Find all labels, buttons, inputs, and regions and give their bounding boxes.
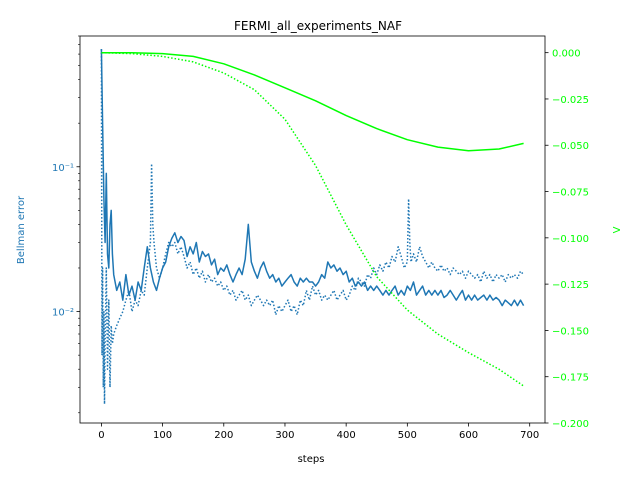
right-y-tick-label: −0.200: [552, 419, 589, 430]
x-tick-label: 700: [520, 430, 539, 441]
right-y-tick-label: −0.175: [552, 373, 589, 384]
left-y-tick-label: 10⁻²: [52, 308, 74, 319]
right-y-tick-label: 0.000: [552, 49, 581, 60]
series-line-3: [101, 51, 524, 152]
x-tick-label: 400: [337, 430, 356, 441]
right-y-tick-label: −0.100: [552, 234, 589, 245]
series-layer: [100, 49, 525, 405]
right-y-tick-label: −0.075: [552, 188, 589, 199]
chart-title: FERMI_all_experiments_NAF: [234, 19, 402, 33]
series-line-1: [100, 49, 525, 307]
x-tick-label: 200: [214, 430, 233, 441]
x-tick-label: 300: [275, 430, 294, 441]
right-y-tick-label: −0.125: [552, 280, 589, 291]
series-line-2: [100, 49, 525, 405]
left-y-tick-label: 10⁻¹: [52, 163, 74, 174]
x-tick-label: 500: [398, 430, 417, 441]
right-y-tick-label: −0.150: [552, 326, 589, 337]
right-y-tick-label: −0.025: [552, 95, 589, 106]
right-y-tick-label: −0.050: [552, 141, 589, 152]
right-y-axis-label: V: [612, 226, 623, 233]
x-tick-label: 600: [459, 430, 478, 441]
plot-frame: [79, 35, 546, 424]
x-axis-label: steps: [298, 454, 325, 465]
x-tick-label: 100: [153, 430, 172, 441]
x-tick-label: 0: [98, 430, 104, 441]
axes-layer: 0 100 200 300 400 500 600 700 10⁻² 10⁻¹ 0.000 −0.02…: [52, 35, 589, 441]
left-y-axis-label: Bellman error: [16, 195, 27, 264]
